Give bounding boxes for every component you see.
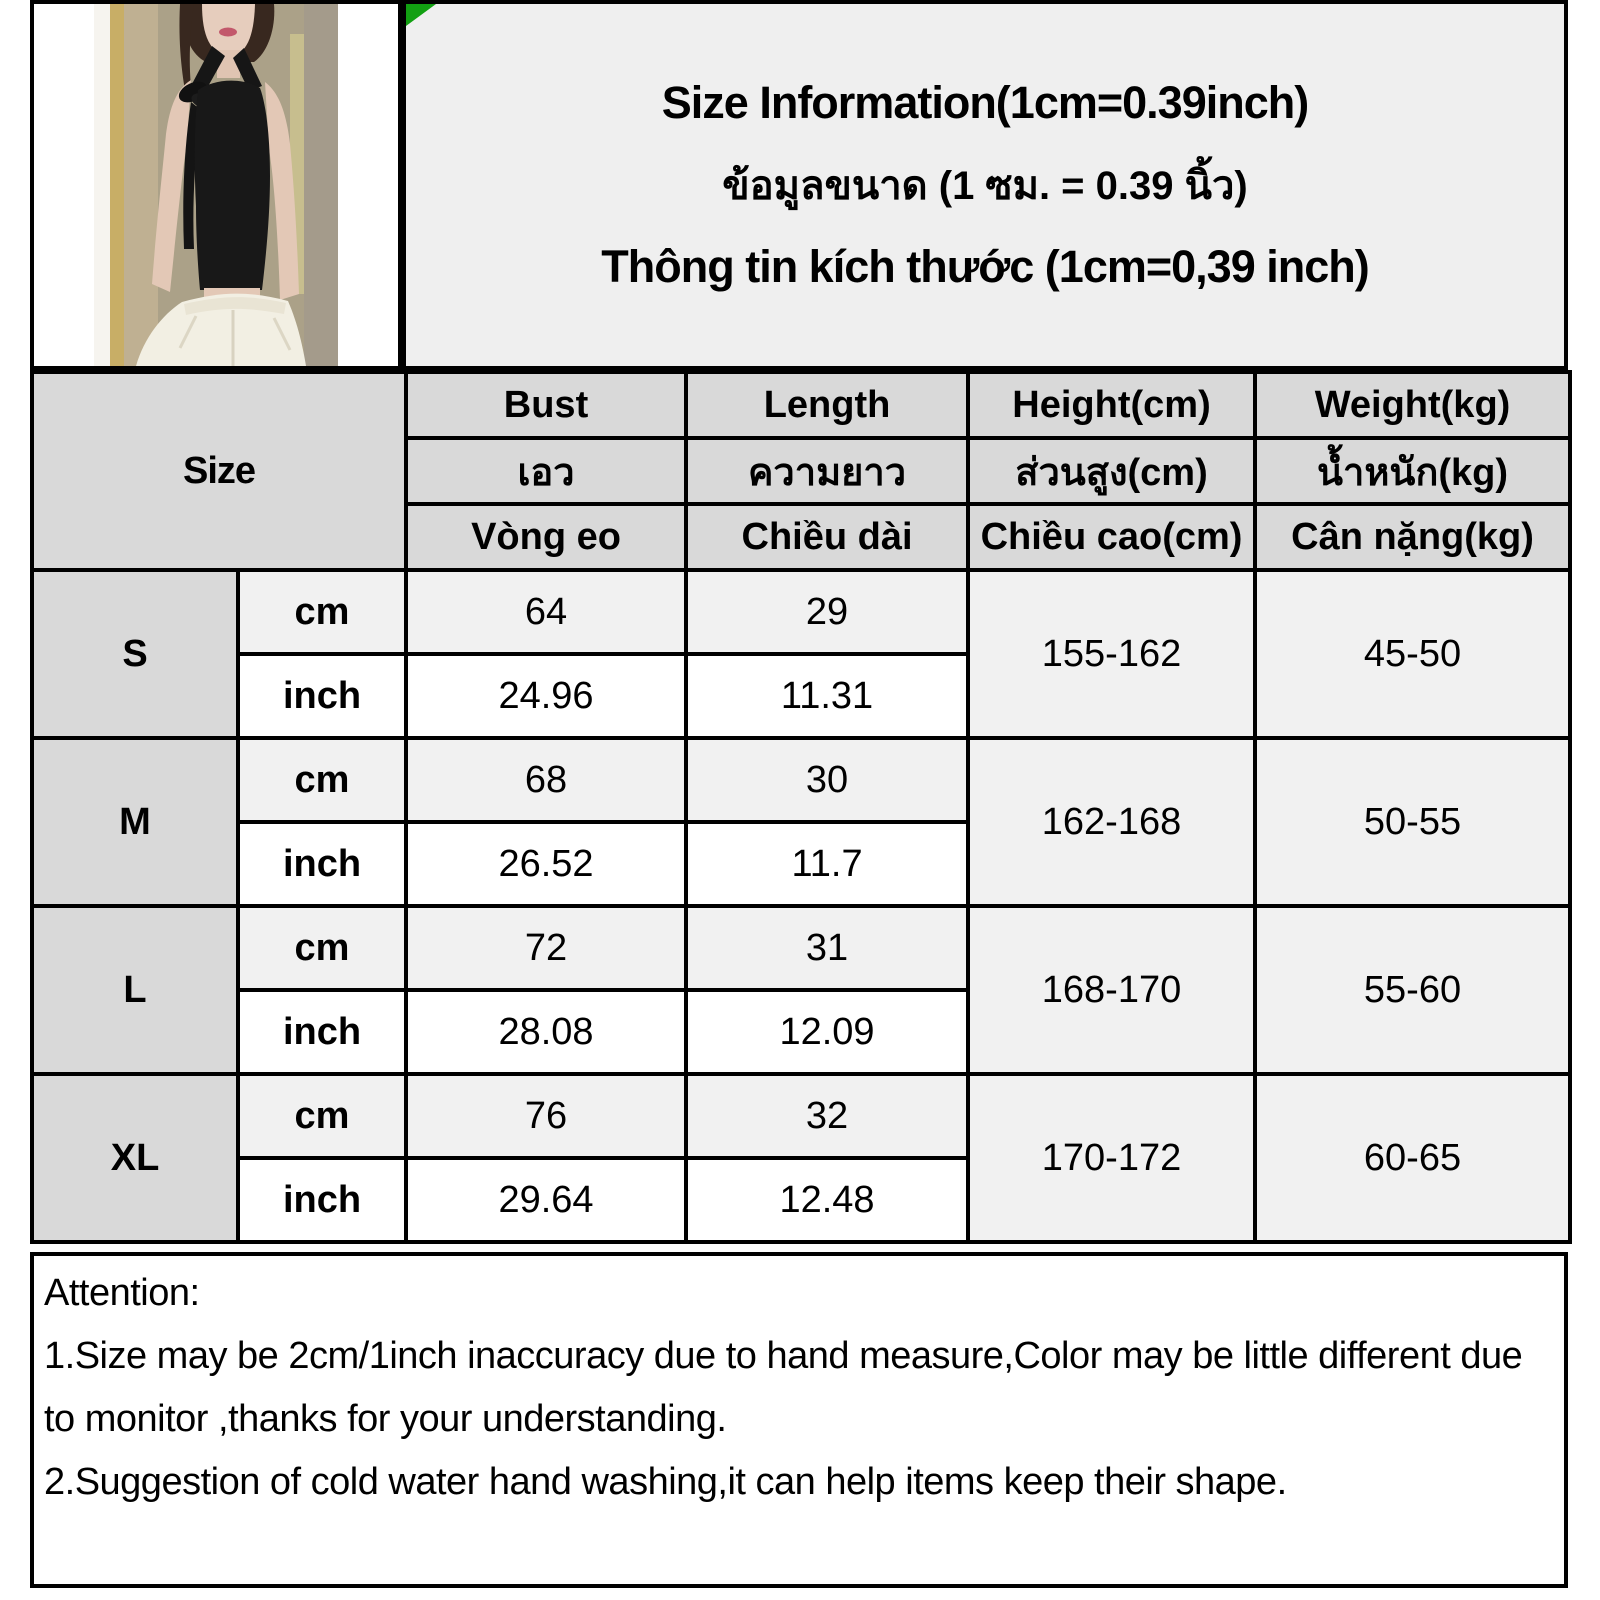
attention-box: Attention: 1.Size may be 2cm/1inch inacc… — [30, 1252, 1568, 1588]
title-thai: ข้อมูลขนาด (1 ซม. = 0.39 นิ้ว) — [722, 164, 1248, 208]
length-inch-s: 11.31 — [684, 652, 971, 740]
green-corner-marker-icon — [406, 4, 436, 26]
unit-inch: inch — [235, 652, 409, 740]
header-height-vi: Chiều cao(cm) — [966, 502, 1258, 572]
bust-cm-s: 64 — [404, 568, 689, 656]
unit-cm: cm — [235, 1072, 409, 1160]
size-corner-header: Size — [29, 370, 409, 572]
length-cm-xl: 32 — [684, 1072, 971, 1160]
size-cell-l: L — [30, 904, 240, 1076]
weight-s: 45-50 — [1253, 568, 1573, 740]
header-bust-en: Bust — [404, 370, 689, 440]
header-weight-th: น้ำหนัก(kg) — [1253, 436, 1573, 506]
attention-note-1: 1.Size may be 2cm/1inch inaccuracy due t… — [44, 1335, 1523, 1441]
bust-cm-m: 68 — [404, 736, 689, 824]
table-row-l-cm: L cm 72 31 168-170 55-60 — [30, 904, 1573, 1076]
bust-inch-m: 26.52 — [404, 820, 689, 908]
table-row-xl-inch: inch 29.64 12.48 — [32, 1156, 1570, 1244]
unit-inch: inch — [235, 1156, 409, 1244]
size-table: Size Bust Length Height(cm) Weight(kg) เ… — [29, 370, 1573, 1244]
header-row-thai: เอว ความยาว ส่วนสูง(cm) น้ำหนัก(kg) — [32, 436, 1573, 506]
title-cell: Size Information(1cm=0.39inch) ข้อมูลขนา… — [402, 0, 1568, 370]
header-height-th: ส่วนสูง(cm) — [966, 436, 1258, 506]
unit-inch: inch — [235, 988, 409, 1076]
bust-inch-l: 28.08 — [404, 988, 689, 1076]
product-photo-cell — [30, 0, 402, 370]
table-row-l-inch: inch 28.08 12.09 — [32, 988, 1570, 1076]
attention-heading: Attention: — [44, 1272, 200, 1314]
attention-note-2: 2.Suggestion of cold water hand washing,… — [44, 1461, 1287, 1504]
table-row-s-inch: inch 24.96 11.31 — [32, 652, 1570, 740]
product-photo — [94, 4, 338, 366]
unit-cm: cm — [235, 904, 409, 992]
size-cell-xl: XL — [30, 1072, 240, 1244]
length-inch-xl: 12.48 — [684, 1156, 971, 1244]
header-row-english: Size Bust Length Height(cm) Weight(kg) — [29, 370, 1573, 572]
bust-cm-xl: 76 — [404, 1072, 689, 1160]
weight-xl: 60-65 — [1253, 1072, 1573, 1244]
size-cell-m: M — [30, 736, 240, 908]
top-section: Size Information(1cm=0.39inch) ข้อมูลขนา… — [30, 0, 1568, 370]
unit-inch: inch — [235, 820, 409, 908]
header-length-th: ความยาว — [684, 436, 971, 506]
header-row-vietnamese: Vòng eo Chiều dài Chiều cao(cm) Cân nặng… — [32, 502, 1573, 572]
size-chart-content: Size Information(1cm=0.39inch) ข้อมูลขนา… — [29, 0, 1573, 1588]
height-l: 168-170 — [966, 904, 1258, 1076]
bust-inch-xl: 29.64 — [404, 1156, 689, 1244]
title-vietnamese: Thông tin kích thước (1cm=0,39 inch) — [601, 241, 1369, 292]
length-cm-l: 31 — [684, 904, 971, 992]
header-length-vi: Chiều dài — [684, 502, 971, 572]
header-weight-vi: Cân nặng(kg) — [1253, 502, 1573, 572]
title-english: Size Information(1cm=0.39inch) — [661, 77, 1309, 128]
length-inch-l: 12.09 — [684, 988, 971, 1076]
weight-m: 50-55 — [1253, 736, 1573, 908]
length-cm-s: 29 — [684, 568, 971, 656]
table-row-m-cm: M cm 68 30 162-168 50-55 — [30, 736, 1573, 908]
header-weight-en: Weight(kg) — [1253, 370, 1573, 440]
table-row-xl-cm: XL cm 76 32 170-172 60-65 — [30, 1072, 1573, 1244]
table-row-s-cm: S cm 64 29 155-162 45-50 — [30, 568, 1573, 740]
height-m: 162-168 — [966, 736, 1258, 908]
header-height-en: Height(cm) — [966, 370, 1258, 440]
header-length-en: Length — [684, 370, 971, 440]
unit-cm: cm — [235, 736, 409, 824]
header-bust-vi: Vòng eo — [404, 502, 689, 572]
length-inch-m: 11.7 — [684, 820, 971, 908]
header-bust-th: เอว — [404, 436, 689, 506]
weight-l: 55-60 — [1253, 904, 1573, 1076]
height-s: 155-162 — [966, 568, 1258, 740]
length-cm-m: 30 — [684, 736, 971, 824]
height-xl: 170-172 — [966, 1072, 1258, 1244]
bust-cm-l: 72 — [404, 904, 689, 992]
bust-inch-s: 24.96 — [404, 652, 689, 740]
table-row-m-inch: inch 26.52 11.7 — [32, 820, 1570, 908]
unit-cm: cm — [235, 568, 409, 656]
size-cell-s: S — [30, 568, 240, 740]
